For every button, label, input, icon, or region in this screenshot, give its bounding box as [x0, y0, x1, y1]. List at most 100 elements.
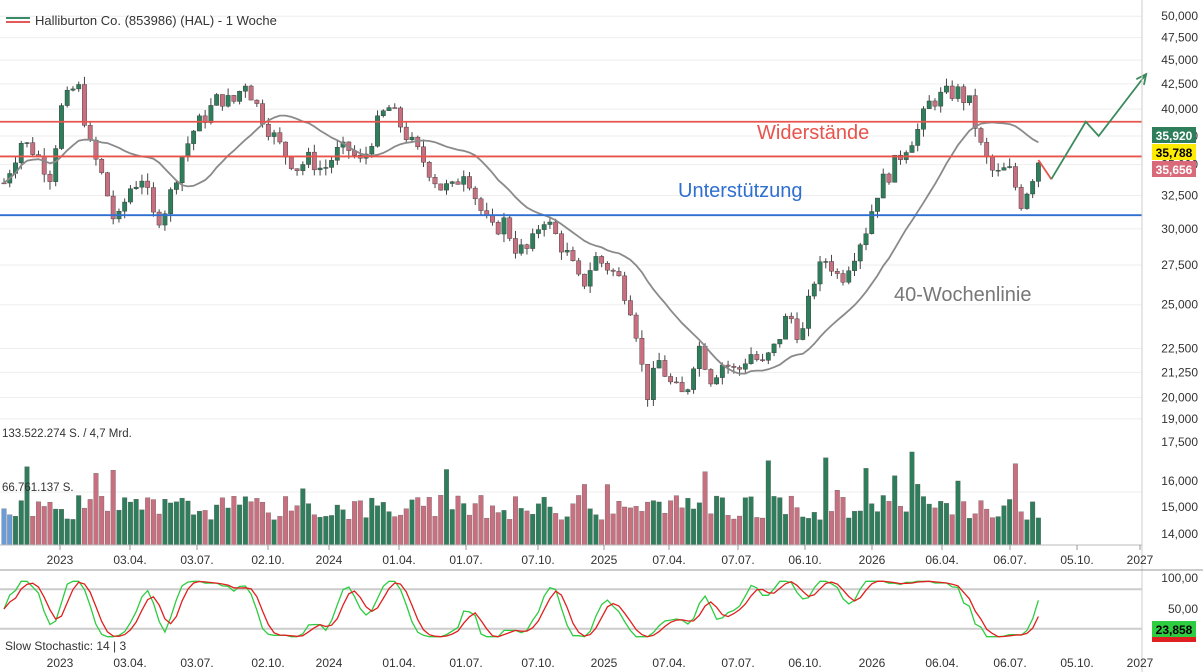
candle-body — [47, 173, 53, 182]
volume-bar — [352, 501, 357, 546]
candle-body — [972, 95, 978, 129]
candle-body — [99, 158, 105, 173]
volume-bar — [518, 508, 524, 546]
volume-bar — [185, 500, 191, 546]
volume-bar — [662, 513, 668, 546]
volume-bar — [944, 503, 949, 546]
candle-body — [380, 110, 386, 117]
candle-body — [547, 221, 553, 225]
stoch-value-tag-red — [1152, 637, 1196, 642]
x-tick-label-bottom: 01.07. — [449, 656, 482, 670]
horizontal-levels — [0, 120, 1142, 217]
volume-bar — [702, 471, 708, 546]
x-tick-label: 06.10. — [788, 553, 821, 567]
volume-bar — [817, 519, 823, 546]
candle-body — [105, 172, 110, 197]
volume-bar — [507, 519, 513, 546]
volume-bar — [622, 506, 628, 546]
volume-bar — [966, 518, 972, 546]
x-tick-label: 07.04. — [652, 553, 685, 567]
price-tag-label: 35,788 — [1156, 146, 1193, 160]
candle-body — [541, 224, 547, 230]
volume-bar — [156, 513, 162, 546]
candle-body — [811, 283, 817, 297]
candle-body — [714, 377, 719, 385]
candle-body — [875, 197, 880, 212]
volume-bar — [311, 514, 317, 546]
volume-bar — [1018, 511, 1024, 546]
volume-bar — [179, 497, 185, 546]
candle-body — [553, 221, 559, 234]
volume-bar — [369, 497, 375, 546]
volume-bar — [7, 514, 13, 546]
candle-body — [87, 125, 93, 141]
volume-bar — [811, 512, 817, 546]
volume-bar — [116, 509, 122, 546]
volume-bar — [283, 496, 289, 546]
candle-body — [162, 213, 168, 226]
candle-body — [421, 146, 426, 163]
candle-body — [513, 238, 518, 254]
candle-body — [605, 263, 610, 271]
volume-bar — [564, 516, 570, 546]
candlesticks — [1, 76, 1041, 407]
candle-body — [990, 156, 995, 171]
x-tick-label-bottom: 2023 — [47, 656, 74, 670]
volume-bars — [1, 451, 1041, 546]
candle-body — [961, 86, 967, 103]
volume-bar — [633, 506, 639, 546]
candle-body — [823, 261, 829, 263]
candle-body — [524, 244, 530, 249]
volume-bar — [1, 508, 7, 546]
projection-arrowhead — [1135, 72, 1148, 86]
volume-bar — [242, 496, 248, 546]
volume-bar — [421, 505, 426, 546]
ma40-line — [3, 114, 1039, 375]
volume-bar — [495, 512, 501, 546]
candle-body — [777, 339, 783, 345]
volume-bar — [168, 502, 174, 546]
volume-bar — [317, 517, 323, 546]
price-tick-label: 20,000 — [1161, 391, 1198, 405]
candle-body — [219, 94, 225, 107]
volume-bar — [599, 519, 605, 546]
candle-body — [909, 145, 915, 153]
candle-body — [70, 88, 76, 91]
volume-bar — [696, 502, 702, 546]
candle-body — [277, 132, 283, 143]
volume-bar — [892, 475, 898, 546]
volume-bar — [346, 519, 352, 546]
candle-body — [926, 100, 932, 109]
volume-bar — [415, 497, 421, 546]
volume-bar — [593, 514, 599, 546]
volume-bar — [995, 516, 1001, 546]
volume-bar — [139, 509, 145, 546]
volume-bar — [260, 502, 266, 546]
volume-bar — [59, 509, 64, 546]
volume-bar — [645, 501, 651, 546]
volume-bar — [375, 505, 380, 546]
candle-body — [265, 123, 271, 137]
chart-title: Halliburton Co. (853986) (HAL) - 1 Woche — [35, 13, 277, 28]
volume-bar — [196, 510, 202, 546]
volume-bar — [898, 506, 903, 546]
candle-body — [932, 100, 938, 107]
candle-body — [306, 151, 311, 165]
volume-bar — [47, 502, 53, 546]
volume-bar — [294, 505, 300, 546]
candle-body — [645, 364, 651, 400]
candle-body — [490, 215, 495, 223]
price-tick-label: 32,500 — [1161, 189, 1198, 203]
candle-body — [455, 181, 461, 185]
volume-bar — [972, 513, 978, 546]
volume-bar — [1030, 501, 1036, 546]
volume-bar — [714, 495, 720, 546]
volume-bar — [742, 497, 748, 546]
candle-body — [662, 360, 668, 377]
stoch-d-line — [3, 580, 1039, 638]
candle-body — [880, 173, 886, 199]
x-tick-label-bottom: 02.10. — [251, 656, 284, 670]
candle-body — [438, 183, 444, 191]
x-tick-label-bottom: 2026 — [859, 656, 886, 670]
candle-body — [582, 273, 587, 287]
